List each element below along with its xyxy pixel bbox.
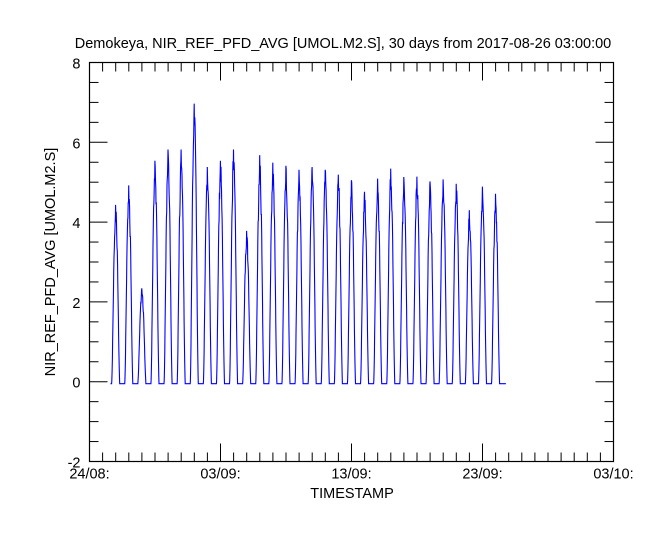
x-axis-label: TIMESTAMP [310,486,394,502]
x-tick-label: 13/09: [331,467,371,483]
y-tick-label: 0 [72,376,80,392]
x-tick-label: 23/09: [462,467,502,483]
x-tick-label: 03/10: [593,467,633,483]
series-line-nir-ref-pfd-avg [110,103,506,385]
y-axis-label: NIR_REF_PFD_AVG [UMOL.M2.S] [43,148,59,377]
y-tick-label: 2 [72,296,80,312]
axes: -2 0 2 4 6 8 24/08: 03/09: 13/09: 23/09: 03/10: [68,57,634,483]
x-tick-label: 03/09: [200,467,240,483]
chart-title: Demokeya, NIR_REF_PFD_AVG [UMOL.M2.S], 3… [75,36,611,52]
y-tick-label: -2 [68,456,81,472]
x-tick-label: 24/08: [69,467,109,483]
y-tick-label: 6 [72,136,80,152]
plot-frame [88,61,615,463]
y-tick-label: 8 [72,57,80,73]
y-tick-label: 4 [72,216,80,232]
